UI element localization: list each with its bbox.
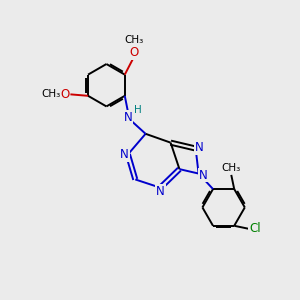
Text: CH₃: CH₃ xyxy=(222,163,241,172)
Text: H: H xyxy=(134,105,142,115)
Text: Cl: Cl xyxy=(249,222,261,235)
Text: CH₃: CH₃ xyxy=(124,35,143,45)
Text: O: O xyxy=(129,46,138,59)
Text: N: N xyxy=(124,111,132,124)
Text: N: N xyxy=(199,169,207,182)
Text: O: O xyxy=(60,88,69,101)
Text: CH₃: CH₃ xyxy=(42,89,61,99)
Text: N: N xyxy=(156,185,165,198)
Text: N: N xyxy=(195,141,203,154)
Text: N: N xyxy=(120,148,129,161)
